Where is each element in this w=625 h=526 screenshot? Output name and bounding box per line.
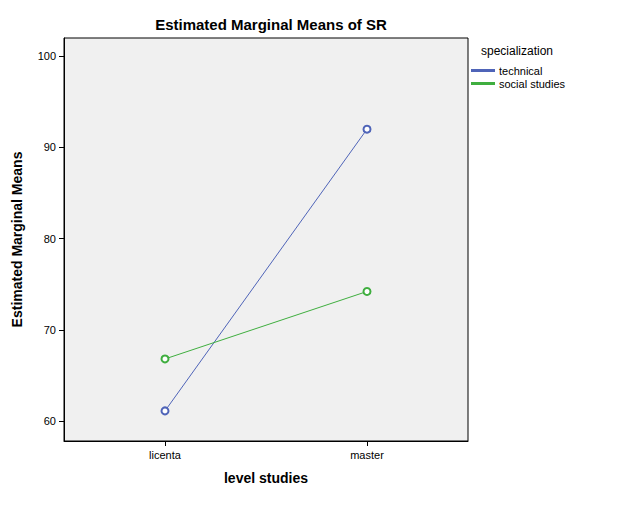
svg-text:social studies: social studies [499,78,566,90]
svg-text:90: 90 [44,141,56,153]
svg-text:licenta: licenta [149,449,182,461]
svg-text:80: 80 [44,233,56,245]
svg-text:Estimated Marginal Means: Estimated Marginal Means [9,151,25,327]
svg-text:level studies: level studies [224,470,308,486]
svg-text:100: 100 [38,50,56,62]
svg-text:Estimated Marginal Means of SR: Estimated Marginal Means of SR [155,16,387,33]
svg-text:specialization: specialization [481,44,553,58]
svg-text:60: 60 [44,415,56,427]
svg-text:technical: technical [499,65,542,77]
svg-text:master: master [350,449,384,461]
svg-text:70: 70 [44,324,56,336]
